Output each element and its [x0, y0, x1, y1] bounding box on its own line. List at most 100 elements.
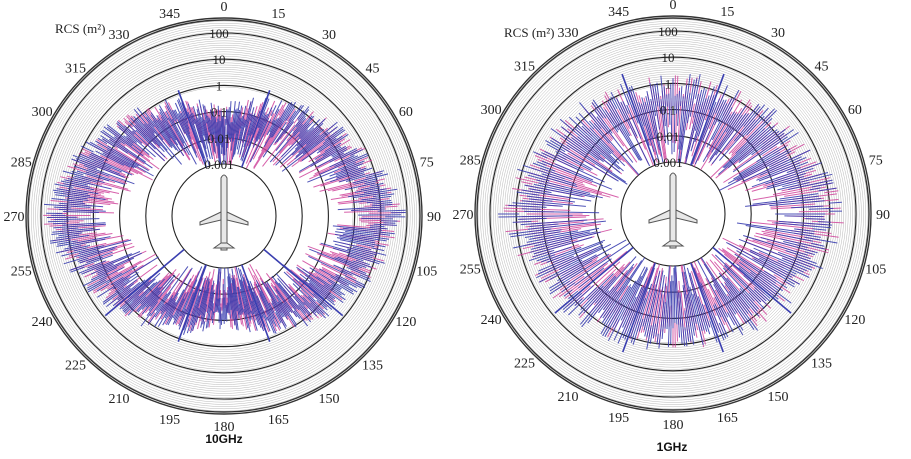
- data-spike: [694, 95, 710, 143]
- data-spike: [281, 138, 326, 172]
- data-spike: [604, 280, 637, 338]
- angle-tick-label: 120: [395, 315, 416, 330]
- data-spike: [128, 120, 166, 158]
- data-spike: [620, 83, 630, 106]
- data-spike: [109, 138, 153, 169]
- data-spike: [529, 230, 579, 240]
- data-spike: [777, 182, 810, 191]
- data-spike: [172, 291, 189, 325]
- data-spike: [308, 282, 335, 303]
- data-spike: [676, 93, 678, 114]
- data-spike: [689, 286, 704, 346]
- grid-circle: [77, 69, 371, 363]
- data-spike: [691, 101, 717, 166]
- data-spike: [348, 254, 380, 265]
- grid-circle: [495, 36, 851, 392]
- data-spike: [549, 280, 571, 295]
- data-spike: [174, 109, 198, 158]
- data-spike: [148, 312, 156, 322]
- data-spike: [703, 263, 737, 315]
- data-spike: [628, 87, 650, 146]
- data-spike: [174, 102, 192, 139]
- data-spike: [275, 289, 293, 314]
- data-spike: [190, 277, 206, 326]
- data-spike: [334, 155, 359, 167]
- angle-tick-label: 135: [362, 359, 383, 374]
- data-spike: [79, 153, 122, 173]
- data-spike: [216, 122, 221, 165]
- data-spike: [592, 99, 607, 119]
- data-spike: [171, 110, 178, 120]
- data-spike: [308, 255, 348, 276]
- data-spike: [259, 293, 274, 324]
- grid-circle: [94, 86, 354, 346]
- data-spike: [219, 120, 222, 154]
- data-spike: [332, 225, 383, 231]
- data-spike: [552, 241, 604, 264]
- data-spike: [606, 103, 642, 161]
- data-spike: [72, 177, 91, 183]
- data-spike: [102, 286, 125, 303]
- data-spike: [593, 122, 640, 176]
- data-spike: [703, 304, 711, 321]
- data-spike: [824, 190, 839, 194]
- data-spike: [666, 291, 670, 330]
- data-spike: [563, 289, 573, 297]
- data-spike: [322, 145, 341, 157]
- angle-tick-label: 60: [848, 103, 862, 118]
- data-spike: [293, 115, 313, 138]
- data-spike: [112, 279, 146, 307]
- data-spike: [103, 126, 144, 157]
- angle-tick-label: 285: [11, 156, 32, 171]
- polar-chart-10ghz: RCS (m²) 10GHz 100 10 1 0.1 0.01 0.001 0 15 30 45…: [4, 0, 442, 446]
- data-spike: [529, 223, 559, 227]
- data-spike: [62, 227, 79, 230]
- data-spike: [172, 293, 186, 319]
- decade-circle: [620, 161, 726, 267]
- data-spike: [296, 266, 330, 292]
- data-spike: [119, 272, 161, 310]
- data-spike: [701, 303, 711, 328]
- data-spike: [294, 278, 328, 308]
- data-spike: [198, 290, 207, 317]
- data-spike: [204, 119, 213, 160]
- data-spike: [277, 277, 312, 318]
- data-spike: [620, 266, 648, 321]
- data-spike: [723, 106, 733, 124]
- grid-circle: [48, 40, 400, 392]
- data-spike: [112, 271, 139, 290]
- data-spike: [353, 199, 381, 203]
- angle-tick-label: 165: [268, 413, 289, 428]
- data-spike: [261, 280, 284, 318]
- data-spike: [205, 280, 215, 329]
- data-spike: [106, 126, 133, 147]
- radial-axis-label: RCS (m²): [55, 21, 106, 36]
- data-spike: [709, 114, 743, 162]
- data-spike: [192, 106, 208, 158]
- data-spike: [202, 321, 206, 332]
- data-spike: [361, 217, 393, 220]
- grid-circle: [68, 60, 380, 372]
- data-spike: [330, 276, 358, 293]
- data-spike: [718, 322, 727, 339]
- data-spike: [58, 208, 106, 212]
- angle-tick-label: 15: [271, 7, 285, 22]
- radial-tick-label: 0.001: [204, 157, 233, 172]
- data-spike: [90, 267, 118, 281]
- data-spike: [89, 141, 137, 168]
- data-spike: [342, 233, 387, 242]
- data-spike: [275, 109, 310, 152]
- data-spike: [299, 273, 334, 300]
- data-spike: [292, 117, 307, 134]
- angle-tick-label: 300: [32, 105, 53, 120]
- data-spike: [371, 204, 393, 207]
- data-spike: [309, 279, 336, 300]
- data-spike: [774, 222, 832, 229]
- data-spike: [230, 109, 237, 151]
- data-spike: [297, 304, 307, 314]
- data-spike: [733, 151, 781, 180]
- data-spike: [521, 208, 541, 210]
- data-spike: [346, 254, 364, 262]
- data-spike: [753, 247, 807, 272]
- data-spike: [546, 239, 606, 263]
